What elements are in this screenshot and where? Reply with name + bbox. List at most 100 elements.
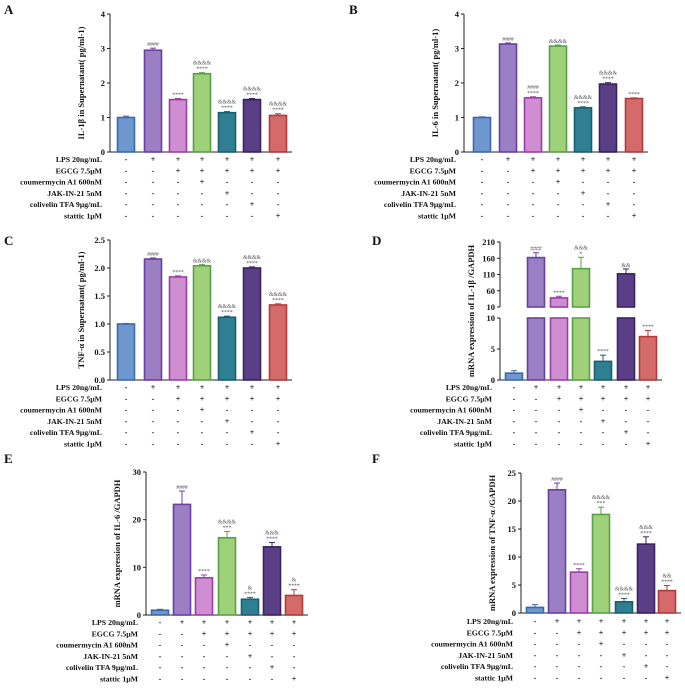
- bar: [217, 316, 237, 381]
- condition-sign: +: [579, 394, 584, 403]
- significance-label: ####: [551, 477, 563, 483]
- condition-sign: +: [632, 155, 637, 164]
- bar: [523, 97, 543, 153]
- condition-sign: +: [250, 383, 255, 392]
- significance-label: ****: [272, 108, 284, 114]
- condition-sign: +: [646, 383, 651, 392]
- condition-sign: +: [200, 383, 205, 392]
- bar: [616, 317, 636, 381]
- condition-sign: +: [556, 178, 561, 187]
- condition-sign: -: [125, 417, 128, 426]
- condition-table: LPS 20ng/mL - + + + + + + EGCG 7.5μM - - + + + + + coume…: [20, 383, 281, 449]
- condition-sign: +: [202, 629, 207, 638]
- condition-sign: -: [201, 200, 204, 209]
- bar: [598, 83, 618, 153]
- significance-label: ****: [597, 349, 609, 355]
- condition-label: EGCG 7.5μM: [467, 628, 514, 637]
- significance-label: ####: [176, 485, 188, 491]
- condition-label: colivelin TFA 9μg/mL: [441, 662, 513, 671]
- axes: 0 1 2 3 4: [101, 9, 292, 157]
- significance-label: ****: [221, 310, 233, 316]
- bars: ########****&&&&&&&&****&&&&********: [472, 37, 644, 153]
- condition-label: colivelin TFA 9μg/mL: [30, 428, 102, 437]
- condition-sign: -: [633, 178, 636, 187]
- condition-sign: +: [599, 617, 604, 626]
- condition-sign: +: [632, 212, 637, 221]
- significance-label: ####: [147, 42, 159, 48]
- bar: [150, 609, 170, 616]
- condition-sign: -: [507, 189, 510, 198]
- condition-sign: -: [602, 406, 605, 415]
- condition-sign: -: [558, 406, 561, 415]
- condition-sign: +: [176, 166, 181, 175]
- bars: ####****&&&&***&****&&&****&****: [150, 485, 304, 616]
- condition-sign: +: [556, 166, 561, 175]
- condition-sign: +: [606, 155, 611, 164]
- significance-label: ****: [618, 592, 630, 598]
- condition-sign: -: [647, 406, 650, 415]
- bar: [168, 98, 188, 153]
- condition-sign: -: [152, 178, 155, 187]
- condition-sign: -: [177, 428, 180, 437]
- condition-sign: -: [532, 178, 535, 187]
- condition-label: coumermycin A1 600nM: [56, 641, 138, 650]
- condition-sign: +: [200, 178, 205, 187]
- bar-upper: [571, 267, 591, 308]
- condition-sign: +: [622, 617, 627, 626]
- condition-sign: -: [226, 675, 229, 684]
- significance-label: ****: [642, 324, 654, 330]
- condition-label: JAK-IN-21 5nM: [47, 189, 102, 198]
- condition-sign: -: [556, 662, 559, 671]
- y-tick-label: 10: [487, 302, 496, 312]
- bar: [549, 317, 569, 381]
- condition-sign: -: [152, 440, 155, 449]
- condition-sign: -: [271, 641, 274, 650]
- condition-sign: -: [578, 674, 581, 683]
- condition-sign: -: [251, 406, 254, 415]
- panel-c: C TNF-α in Supernatant( pg/ml-1) 0.0 0.5 1.0…: [4, 233, 292, 449]
- condition-sign: +: [151, 155, 156, 164]
- condition-sign: -: [535, 417, 538, 426]
- significance-label: &&&&: [193, 61, 212, 67]
- significance-label: &&&&: [218, 100, 237, 106]
- condition-table: LPS 20ng/mL - + + + + + + EGCG 7.5μM - - + + + + + coume…: [374, 155, 637, 221]
- bar: [268, 114, 288, 153]
- condition-sign: +: [534, 383, 539, 392]
- condition-sign: +: [225, 417, 230, 426]
- condition-sign: -: [580, 440, 583, 449]
- y-tick-label: 0: [101, 147, 105, 157]
- y-tick-label: 0.5: [94, 347, 105, 357]
- condition-sign: -: [535, 428, 538, 437]
- condition-label: colivelin TFA 9μg/mL: [30, 200, 102, 209]
- significance-label: &&&&: [243, 87, 262, 93]
- significance-label: ****: [196, 67, 208, 73]
- condition-label: stattic 1μM: [418, 212, 457, 221]
- condition-sign: -: [226, 178, 229, 187]
- condition-sign: +: [579, 406, 584, 415]
- condition-sign: -: [271, 675, 274, 684]
- condition-sign: -: [251, 212, 254, 221]
- condition-sign: +: [225, 629, 230, 638]
- y-tick-label: 3: [101, 44, 105, 54]
- y-tick-label: 25: [508, 468, 517, 478]
- bar: [657, 589, 677, 614]
- bars: ####****&&&&****&&&&****&&&&****&&&&****: [116, 42, 288, 153]
- bar: [192, 72, 212, 153]
- bar: [284, 594, 304, 616]
- condition-sign: -: [513, 417, 516, 426]
- condition-sign: +: [248, 652, 253, 661]
- condition-sign: -: [226, 200, 229, 209]
- condition-sign: -: [623, 640, 626, 649]
- significance-label: &&&&: [218, 520, 237, 526]
- condition-sign: +: [200, 166, 205, 175]
- significance-label: ****: [640, 531, 652, 537]
- condition-sign: -: [293, 641, 296, 650]
- condition-sign: -: [152, 166, 155, 175]
- condition-sign: -: [201, 189, 204, 198]
- condition-sign: -: [177, 178, 180, 187]
- significance-label: ****: [288, 584, 300, 590]
- significance-label: &&&&: [269, 292, 288, 298]
- condition-sign: -: [602, 440, 605, 449]
- condition-sign: +: [601, 394, 606, 403]
- condition-sign: +: [248, 629, 253, 638]
